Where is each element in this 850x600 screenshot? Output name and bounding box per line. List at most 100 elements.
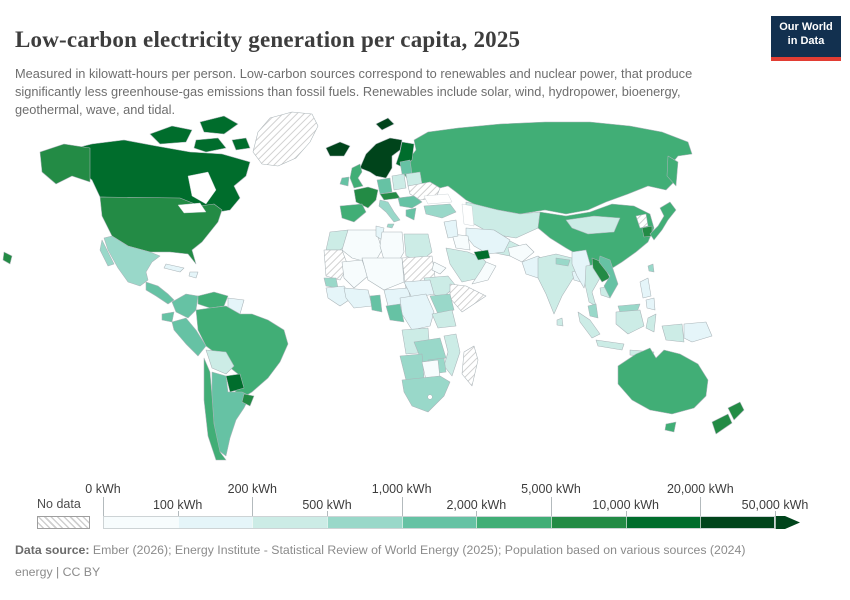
region-balkans[interactable] [397, 195, 423, 209]
region-iceland[interactable] [325, 141, 351, 157]
region-united-kingdom[interactable] [349, 163, 364, 189]
region-spain-portugal[interactable] [339, 203, 367, 223]
legend-bin-5[interactable] [476, 516, 551, 529]
region-senegal[interactable] [323, 277, 339, 289]
region-india[interactable] [537, 253, 581, 315]
region-south-africa[interactable] [401, 375, 451, 413]
region-bolivia[interactable] [205, 349, 235, 375]
region-canada[interactable] [231, 137, 251, 151]
region-norway-sweden[interactable] [359, 137, 403, 179]
region-hispaniola[interactable] [188, 271, 199, 279]
region-namibia[interactable] [399, 353, 425, 381]
region-taiwan[interactable] [647, 263, 655, 273]
region-russia-kamchatka[interactable] [666, 155, 679, 187]
legend-no-data-swatch[interactable] [37, 516, 90, 529]
legend-bin-8[interactable] [700, 516, 775, 529]
owid-logo[interactable]: Our World in Data [771, 16, 841, 61]
region-hawaii[interactable] [2, 251, 13, 265]
region-afghanistan[interactable] [507, 243, 535, 263]
legend-tick-label: 100 kWh [152, 498, 203, 512]
region-ireland[interactable] [339, 176, 350, 187]
legend-bin-2[interactable] [252, 516, 327, 529]
region-central-africa[interactable] [403, 279, 435, 299]
region-papua-new-guinea[interactable] [683, 321, 713, 343]
region-vietnam[interactable] [598, 255, 619, 299]
region-mali[interactable] [341, 259, 369, 289]
region-united-states-alaska[interactable] [39, 143, 91, 185]
region-ecuador[interactable] [161, 311, 175, 323]
region-russia[interactable] [401, 121, 693, 215]
region-canada[interactable] [199, 115, 239, 135]
legend-bin-3[interactable] [327, 516, 402, 529]
region-uae[interactable] [473, 249, 491, 261]
region-new-zealand-north[interactable] [727, 401, 745, 421]
legend-tick-label: 2,000 kWh [446, 498, 507, 512]
legend-bin-1[interactable] [177, 516, 253, 529]
region-uruguay[interactable] [241, 393, 255, 407]
region-indonesia-kalimantan[interactable] [615, 309, 645, 335]
region-greenland[interactable] [252, 111, 319, 167]
region-mongolia[interactable] [565, 215, 621, 235]
region-canada[interactable] [193, 137, 227, 153]
region-niger-chad[interactable] [361, 257, 405, 291]
region-ghana[interactable] [369, 294, 383, 313]
region-indonesia-sulawesi[interactable] [645, 313, 657, 333]
region-philippines-south[interactable] [645, 297, 656, 311]
region-mozambique[interactable] [443, 333, 461, 377]
region-chile[interactable] [203, 357, 227, 461]
legend-bin-4[interactable] [401, 516, 477, 529]
region-malaysia[interactable] [587, 303, 599, 319]
region-sri-lanka[interactable] [556, 317, 564, 327]
region-indonesia-java[interactable] [595, 339, 625, 351]
region-iraq[interactable] [451, 233, 471, 251]
owid-logo-line2: in Data [787, 34, 825, 47]
region-oman-yemen[interactable] [471, 261, 497, 285]
region-peru[interactable] [171, 317, 207, 357]
region-north-korea[interactable] [635, 213, 649, 229]
region-japan[interactable] [649, 201, 677, 241]
region-poland[interactable] [391, 173, 407, 191]
region-mexico-baja[interactable] [99, 239, 115, 267]
region-colombia[interactable] [171, 293, 199, 319]
region-ivory-coast[interactable] [343, 287, 373, 309]
legend-bin-7[interactable] [625, 516, 701, 529]
region-gabon-congo[interactable] [385, 303, 405, 323]
region-cuba[interactable] [163, 263, 185, 273]
region-new-zealand-south[interactable] [711, 413, 733, 435]
region-tanzania[interactable] [431, 309, 457, 329]
region-baltic-states[interactable] [399, 159, 413, 175]
region-venezuela[interactable] [197, 291, 229, 309]
region-france[interactable] [353, 186, 379, 209]
region-china[interactable] [537, 203, 655, 281]
region-drc[interactable] [399, 293, 435, 331]
footer-data-source-label: Data source: [15, 543, 90, 557]
region-italy-sicily[interactable] [386, 223, 395, 229]
region-germany[interactable] [376, 177, 393, 195]
region-kenya-uganda[interactable] [429, 293, 455, 315]
region-somalia[interactable] [449, 283, 487, 313]
footer-license[interactable]: energy | CC BY [15, 565, 101, 579]
region-australia[interactable] [617, 347, 709, 415]
region-svalbard[interactable] [375, 117, 395, 131]
region-levant[interactable] [443, 219, 459, 239]
region-australia-tasmania[interactable] [664, 421, 677, 433]
legend-tick-mark [327, 511, 328, 516]
legend-tick-label: 10,000 kWh [592, 498, 660, 512]
region-italy[interactable] [378, 199, 401, 223]
region-philippines[interactable] [639, 277, 652, 299]
region-paraguay[interactable] [225, 373, 245, 393]
region-central-america[interactable] [145, 281, 175, 305]
region-eritrea[interactable] [431, 261, 447, 275]
region-turkey[interactable] [423, 203, 457, 219]
region-west-papua[interactable] [661, 323, 685, 343]
legend-bin-0[interactable] [103, 516, 178, 529]
region-indonesia-sumatra[interactable] [577, 311, 601, 339]
region-greece[interactable] [405, 207, 417, 221]
legend-bin-6[interactable] [551, 516, 626, 529]
region-mexico[interactable] [103, 235, 161, 287]
region-nepal[interactable] [555, 257, 571, 267]
owid-logo-stripe [771, 57, 841, 61]
region-canada[interactable] [149, 125, 193, 145]
region-south-korea[interactable] [641, 225, 653, 238]
region-madagascar[interactable] [461, 345, 479, 387]
